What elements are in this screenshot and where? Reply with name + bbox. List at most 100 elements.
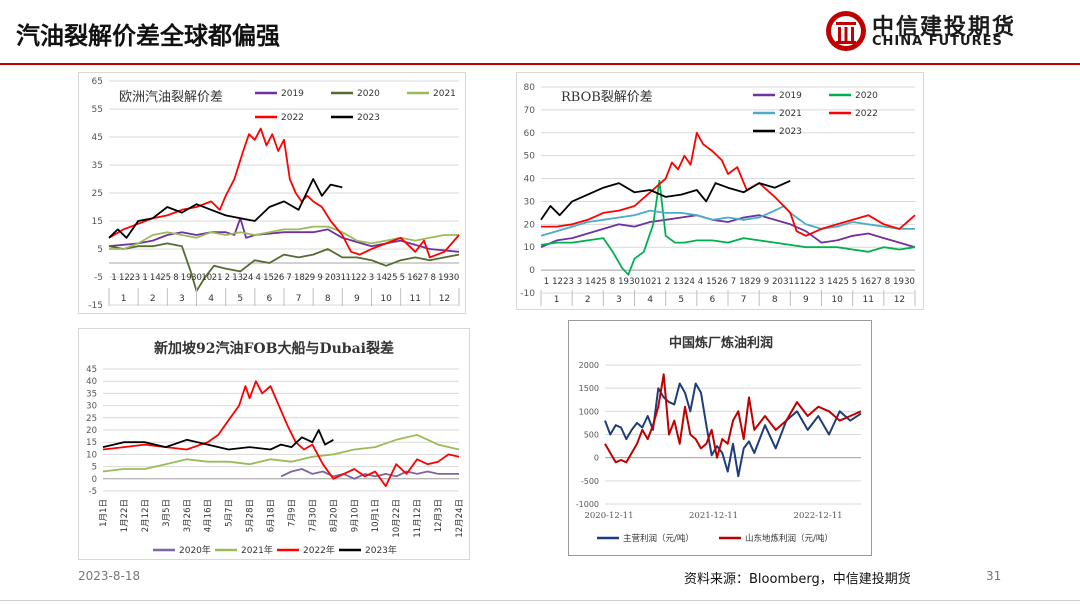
- x-week-label: 3: [819, 277, 824, 287]
- x-month-label: 7: [741, 295, 747, 305]
- x-date-label: 7月30日: [308, 499, 318, 532]
- series-line-2022: [108, 127, 460, 259]
- x-month-label: 9: [803, 295, 809, 305]
- chart-title: 欧洲汽油裂解价差: [119, 90, 223, 105]
- y-tick-label: 20: [524, 220, 536, 230]
- series-line-2022: [541, 131, 916, 237]
- legend-label: 2023年: [365, 544, 397, 556]
- y-tick-label: 45: [92, 133, 103, 143]
- x-week-label: 3: [369, 273, 374, 283]
- footer-divider: [0, 600, 1080, 601]
- x-date-label: 2022-12-11: [794, 511, 843, 521]
- legend-label: 2021: [433, 89, 456, 99]
- series-line-2023: [540, 179, 791, 221]
- legend-label: 2021年: [241, 544, 273, 556]
- x-month-label: 4: [208, 294, 214, 304]
- y-tick-label: 30: [524, 197, 536, 207]
- report-date: 2023-8-18: [78, 569, 141, 583]
- legend-label: 2021: [779, 109, 802, 119]
- x-week-label: 26: [273, 273, 284, 283]
- x-month-label: 8: [772, 295, 778, 305]
- x-week-label: 7: [286, 273, 291, 283]
- x-week-label: 5: [400, 273, 405, 283]
- y-tick-label: 80: [524, 83, 536, 93]
- y-tick-label: 40: [86, 377, 97, 387]
- x-week-label: 23: [129, 273, 140, 283]
- x-week-label: 25: [596, 277, 607, 287]
- x-week-label: 9: [764, 277, 769, 287]
- legend-label: 山东地炼利润（元/吨）: [745, 533, 833, 544]
- y-tick-label: 45: [86, 365, 97, 375]
- x-week-label: 2: [665, 277, 670, 287]
- series-line-2021年: [102, 434, 460, 473]
- x-week-label: 13: [673, 277, 684, 287]
- logo-emblem-icon: [826, 11, 866, 51]
- x-week-label: 29: [750, 277, 761, 287]
- x-month-label: 2: [150, 294, 156, 304]
- x-date-label: 10月1日: [371, 499, 381, 532]
- legend-label: 2020年: [179, 544, 211, 556]
- y-tick-label: 50: [524, 152, 536, 162]
- legend-label: 2022: [281, 113, 304, 123]
- x-week-label: 14: [150, 273, 161, 283]
- x-week-label: 13: [232, 273, 243, 283]
- x-date-label: 6月18日: [267, 499, 277, 532]
- y-tick-label: -5: [94, 273, 103, 283]
- x-week-label: 21: [212, 273, 223, 283]
- x-week-label: 4: [256, 273, 261, 283]
- header-divider: [0, 63, 1080, 65]
- x-week-label: 25: [160, 273, 171, 283]
- x-week-label: 19: [181, 273, 192, 283]
- rbob-crack-chart: -10 0 10 20 30 40 50 60 70 80 RBOB裂解价差 1 12 23 3 14 25 8 1…: [516, 72, 924, 310]
- x-week-label: 19: [438, 273, 449, 283]
- x-month-label: 6: [710, 295, 716, 305]
- x-week-label: 16: [860, 277, 871, 287]
- y-tick-label: 35: [92, 161, 103, 171]
- y-tick-label: 500: [584, 431, 599, 440]
- y-tick-label: 15: [92, 217, 103, 227]
- x-week-label: 24: [243, 273, 254, 283]
- x-date-label: 12月24日: [455, 499, 465, 538]
- y-tick-label: 40: [524, 175, 536, 185]
- europe-gasoline-crack-chart: -15 -5 5 15 25 35 45 55 65 欧洲汽油裂解价差 1 12 23 1 14 25 8 19 3…: [78, 72, 466, 314]
- x-date-label: 10月22日: [392, 499, 402, 538]
- x-week-label: 4: [698, 277, 703, 287]
- x-month-label: 12: [894, 295, 905, 305]
- legend-label: 主营利润（元/吨）: [623, 533, 694, 544]
- series-line-2023年: [102, 429, 334, 451]
- page-number: 31: [986, 569, 1002, 583]
- x-date-label: 9月10日: [350, 499, 360, 532]
- x-month-label: 7: [296, 294, 302, 304]
- x-week-label: 30: [191, 273, 202, 283]
- logo-english-name: CHINA FUTURES: [872, 34, 1003, 49]
- legend-label: 2019: [281, 89, 304, 99]
- x-date-label: 4月16日: [204, 499, 214, 532]
- x-month-label: 5: [678, 295, 684, 305]
- x-date-label: 3月26日: [183, 499, 193, 532]
- x-week-label: 19: [893, 277, 904, 287]
- x-week-label: 24: [684, 277, 695, 287]
- x-date-label: 2021-12-11: [689, 511, 738, 521]
- legend-label: 2023: [357, 113, 380, 123]
- x-week-label: 11: [794, 277, 805, 287]
- x-date-label: 3月5日: [162, 499, 172, 527]
- series-line-2022年: [102, 380, 460, 488]
- x-week-label: 23: [563, 277, 574, 287]
- x-week-label: 1: [111, 273, 116, 283]
- series-line-2020年: [280, 468, 459, 480]
- x-week-label: 20: [772, 277, 783, 287]
- x-month-label: 10: [831, 295, 843, 305]
- x-week-label: 12: [119, 273, 130, 283]
- y-tick-label: -500: [581, 477, 599, 486]
- y-tick-label: 5: [92, 463, 97, 473]
- x-date-label: 8月20日: [329, 499, 339, 532]
- y-tick-label: 35: [86, 389, 97, 399]
- x-week-label: 7: [731, 277, 736, 287]
- x-week-label: 30: [904, 277, 915, 287]
- chart-title: RBOB裂解价差: [561, 90, 653, 105]
- x-month-label: 3: [616, 295, 622, 305]
- x-week-label: 19: [618, 277, 629, 287]
